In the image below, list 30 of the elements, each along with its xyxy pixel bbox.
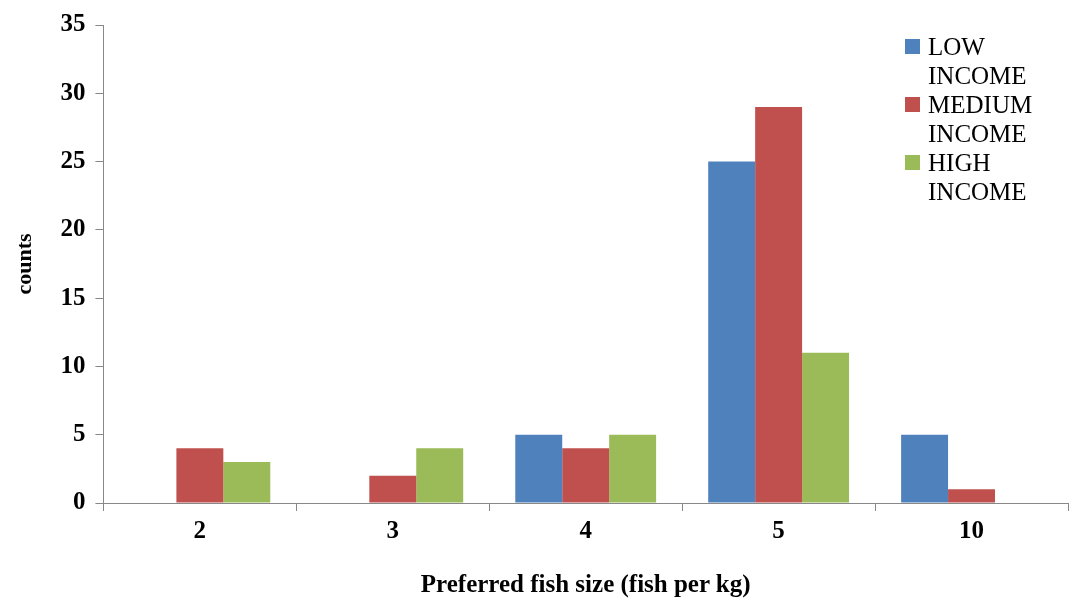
bar (369, 475, 417, 503)
legend-label: MEDIUM INCOME (928, 90, 1034, 148)
bar (515, 434, 563, 503)
y-tick-label: 5 (72, 419, 86, 447)
x-axis-title: Preferred fish size (fish per kg) (420, 570, 751, 599)
legend-label: HIGH INCOME (928, 148, 1028, 206)
bar (176, 448, 224, 503)
y-tick-label: 0 (72, 487, 86, 515)
bar (562, 448, 610, 503)
legend-label: LOW INCOME (928, 32, 1028, 90)
bar (708, 161, 756, 503)
y-tick-label: 10 (60, 350, 86, 378)
x-tick-label: 5 (772, 516, 785, 544)
x-tick-label: 4 (579, 516, 593, 544)
bar (223, 462, 271, 503)
y-tick-label: 30 (60, 77, 86, 105)
bar (755, 106, 803, 503)
y-tick-label: 25 (60, 146, 86, 174)
y-axis-title: counts (10, 233, 36, 295)
x-tick-label: 3 (386, 516, 400, 544)
y-tick-label: 20 (60, 214, 86, 242)
x-tick-label: 10 (959, 516, 985, 544)
y-tick-label: 15 (60, 282, 86, 310)
bar (901, 434, 949, 503)
y-tick-label: 35 (60, 9, 86, 37)
x-tick-label: 2 (193, 516, 207, 544)
bar (802, 352, 850, 503)
bar (609, 434, 657, 503)
bar (948, 489, 996, 503)
bar (416, 448, 464, 503)
